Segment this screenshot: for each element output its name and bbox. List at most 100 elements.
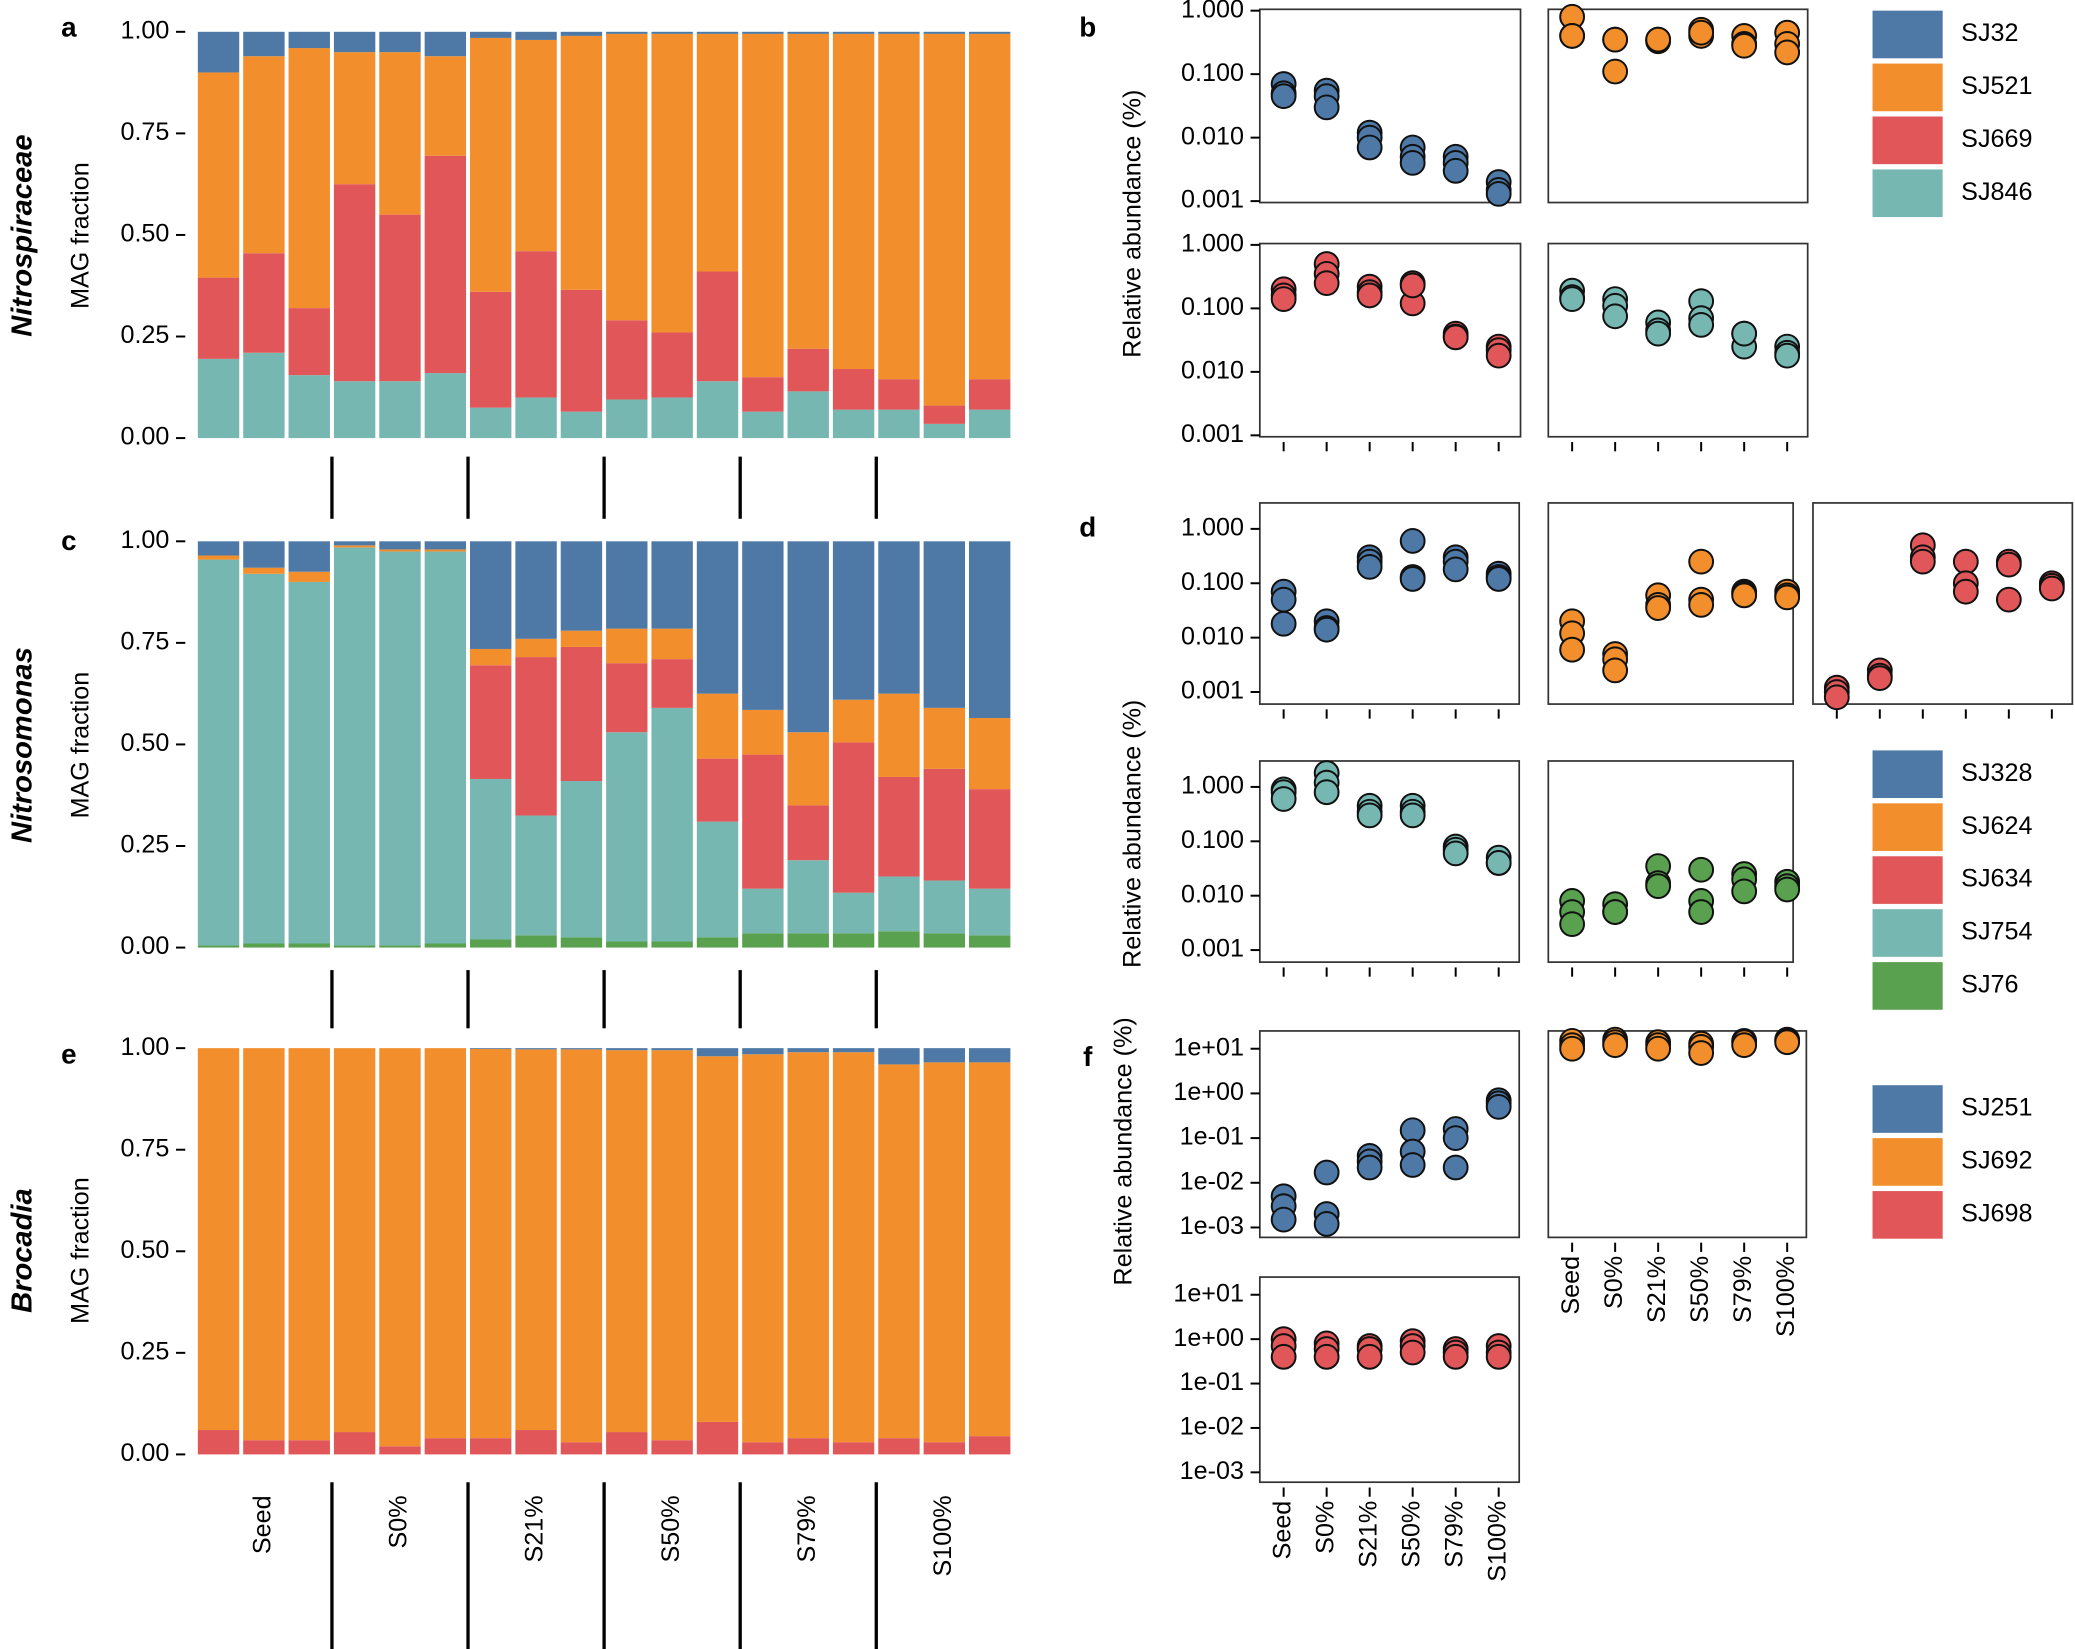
point	[1602, 1032, 1629, 1059]
point	[1399, 1117, 1426, 1144]
bar-segment	[288, 31, 330, 49]
plot-frame	[1258, 760, 1521, 963]
bar-segment	[923, 880, 966, 934]
bar-segment	[651, 1440, 693, 1455]
bar-segment	[832, 892, 875, 934]
bar-segment	[197, 31, 240, 73]
point	[1602, 657, 1629, 684]
bar-segment	[742, 933, 784, 948]
x-tick-label: S50%	[1397, 1501, 1425, 1568]
bar-segment	[424, 56, 467, 156]
bar-segment	[651, 659, 693, 708]
bar-segment	[515, 541, 557, 639]
bar-segment	[696, 1421, 739, 1455]
point	[1602, 303, 1629, 330]
legend-swatch	[1872, 1191, 1943, 1239]
bar-segment	[560, 646, 603, 782]
group-label: Seed	[249, 1495, 277, 1554]
bar-segment	[832, 541, 875, 700]
x-tick-label: S0%	[1600, 1256, 1628, 1309]
panel-letter: e	[61, 1038, 76, 1069]
panel-letter: c	[61, 525, 76, 556]
point	[1909, 548, 1936, 575]
bar-segment	[470, 665, 512, 779]
bar-segment	[243, 352, 285, 439]
bar-segment	[243, 56, 285, 254]
point	[1995, 586, 2022, 613]
bar-segment	[606, 628, 648, 664]
bar-segment	[878, 776, 920, 877]
panel-letter: a	[61, 12, 77, 43]
y-tick-label: 0.50	[120, 729, 169, 757]
bar-segment	[470, 37, 512, 292]
legend-label: SJ846	[1961, 178, 2032, 206]
bar-segment	[923, 31, 966, 34]
point	[1731, 878, 1758, 905]
point	[1688, 311, 1715, 338]
point	[1356, 282, 1383, 309]
bar-segment	[424, 155, 467, 374]
y-tick-label: 1e+01	[1173, 1279, 1244, 1307]
bar-segment	[197, 1430, 240, 1455]
bar-segment	[243, 1048, 285, 1441]
point	[1485, 180, 1512, 207]
bar-segment	[923, 423, 966, 439]
bar-segment	[651, 707, 693, 942]
bar-segment	[379, 551, 421, 946]
x-tick-label: S79%	[1729, 1256, 1757, 1323]
bar-segment	[742, 888, 784, 934]
bar-segment	[832, 699, 875, 743]
bar-segment	[470, 1438, 512, 1455]
bar-segment	[606, 732, 648, 942]
bar-segment	[968, 1436, 1011, 1455]
y-tick-label: 0.75	[120, 628, 169, 656]
bar-segment	[379, 1446, 421, 1455]
point	[1442, 1125, 1469, 1151]
bar-segment	[379, 31, 421, 53]
bar-segment	[742, 377, 784, 412]
bar-segment	[197, 277, 240, 359]
point	[1688, 899, 1715, 925]
bar-segment	[424, 943, 467, 948]
bar-segment	[651, 1048, 693, 1051]
bar-segment	[923, 768, 966, 881]
y-tick-label: 0.75	[120, 1134, 169, 1162]
bar-segment	[878, 876, 920, 932]
point	[1559, 1035, 1586, 1062]
point	[1356, 1343, 1383, 1370]
legend-label: SJ251	[1961, 1094, 2032, 1122]
bar-segment	[696, 1048, 739, 1057]
bar-segment	[968, 541, 1011, 719]
bar-segment	[470, 1048, 512, 1439]
point	[1995, 551, 2022, 578]
point	[1270, 610, 1297, 637]
bar-segment	[560, 1442, 603, 1455]
bar-segment	[515, 1430, 557, 1455]
point	[1485, 566, 1512, 592]
bar-segment	[696, 31, 739, 34]
point	[1442, 840, 1469, 867]
bar-segment	[696, 541, 739, 694]
bar-segment	[787, 732, 829, 806]
y-tick-label: 0.00	[120, 932, 169, 960]
bar-segment	[878, 1048, 920, 1065]
bar-segment	[696, 271, 739, 382]
point	[1313, 94, 1340, 121]
y-tick-label: 0.001	[1181, 677, 1244, 705]
bar-segment	[243, 541, 285, 568]
y-tick-label: 0.100	[1181, 826, 1244, 854]
legend-label: SJ521	[1961, 72, 2032, 100]
bar-segment	[424, 549, 467, 552]
bar-segment	[787, 1438, 829, 1455]
bar-segment	[243, 1440, 285, 1455]
point	[1313, 616, 1340, 643]
bar-segment	[696, 33, 739, 272]
y-tick-label: 0.50	[120, 1236, 169, 1264]
point	[1602, 58, 1629, 85]
y-tick-label: 1.000	[1181, 772, 1244, 800]
bar-segment	[243, 567, 285, 574]
row-title: Brocadia	[7, 1188, 39, 1313]
bar-segment	[878, 693, 920, 777]
bar-segment	[696, 758, 739, 822]
y-axis-label: Relative abundance (%)	[1109, 1017, 1137, 1285]
